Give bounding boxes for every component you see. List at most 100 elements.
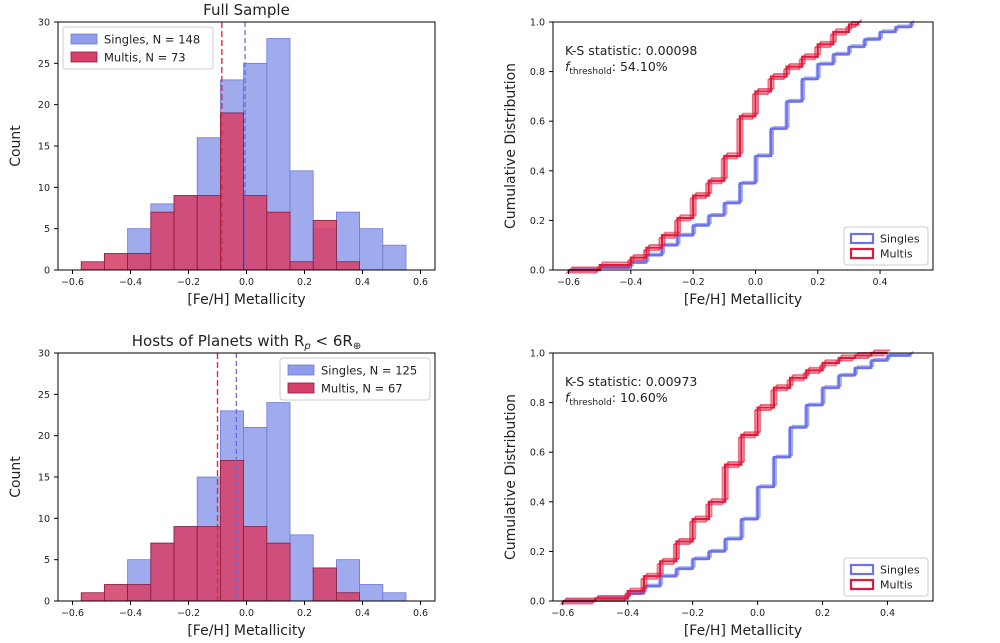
- x-tick-label: −0.2: [177, 277, 200, 288]
- y-tick-label: 15: [38, 142, 50, 153]
- ks-statistic-label: K-S statistic: 0.00098: [565, 43, 697, 58]
- x-axis-label: [Fe/H] Metallicity: [187, 292, 305, 308]
- multis-bar: [266, 211, 291, 271]
- y-tick-label: 0: [44, 266, 50, 277]
- x-tick-label: −0.4: [119, 608, 142, 619]
- x-tick-label: −0.4: [119, 277, 142, 288]
- multis-bar: [104, 253, 129, 271]
- y-tick-label: 30: [38, 349, 50, 360]
- y-tick-label: 0.6: [530, 448, 545, 459]
- multis-cdf-line: [565, 25, 856, 274]
- plot-frame-1: [552, 21, 934, 271]
- f-threshold-part: threshold: [569, 398, 611, 408]
- multis-bar: [104, 584, 129, 602]
- legend-box: [843, 226, 929, 266]
- multis-bar: [243, 195, 268, 271]
- multis-bar: [312, 567, 337, 602]
- multis-cdf-line: [559, 355, 885, 605]
- singles-bar: [289, 534, 314, 602]
- x-tick-label: 0.2: [810, 277, 825, 288]
- x-axis-label: [Fe/H] Metallicity: [684, 292, 802, 308]
- singles-legend-label: Singles, N = 148: [104, 33, 200, 47]
- multis-cdf-line: [566, 24, 857, 273]
- singles-cdf-line: [562, 353, 912, 603]
- multis-legend-swatch: [287, 382, 315, 394]
- f-threshold-part: : 10.60%: [612, 390, 668, 405]
- y-axis-label: Cumulative Distribution: [503, 63, 519, 229]
- singles-cdf-line: [567, 23, 911, 272]
- y-tick-label: 0: [44, 597, 50, 608]
- title-part: Hosts of Planets with R: [132, 332, 305, 350]
- f-threshold-part: : 54.10%: [612, 59, 668, 74]
- singles-cdf-line: [561, 354, 910, 603]
- y-axis-label: Cumulative Distribution: [503, 394, 519, 560]
- x-tick-label: −0.2: [177, 608, 200, 619]
- y-tick-label: 0.8: [530, 67, 545, 78]
- y-tick-label: 15: [38, 473, 50, 484]
- y-tick-label: 0.2: [530, 216, 545, 227]
- multis-bar: [196, 195, 221, 271]
- chart-title: Hosts of Planets with Rp < 6R⊕: [132, 332, 361, 352]
- multis-bar: [289, 261, 314, 271]
- f-threshold-label: fthreshold: 10.60%: [565, 390, 668, 408]
- singles-cdf-line: [571, 20, 915, 269]
- x-tick-label: 0.4: [355, 277, 370, 288]
- singles-bar: [359, 584, 384, 602]
- y-tick-label: 1.0: [530, 349, 545, 360]
- x-tick-label: −0.6: [61, 608, 84, 619]
- singles-legend-label: Singles, N = 125: [321, 364, 417, 378]
- singles-cdf-line: [570, 21, 914, 270]
- plot-frame-3: [552, 352, 934, 602]
- singles-cdf-line: [565, 351, 914, 600]
- y-axis-label: Count: [8, 456, 24, 498]
- multis-bar: [80, 592, 105, 602]
- y-tick-label: 0.2: [530, 547, 545, 558]
- f-threshold-part: threshold: [569, 67, 611, 77]
- multis-bar: [127, 584, 152, 602]
- x-tick-label: 0.6: [413, 277, 428, 288]
- multis-bar: [335, 592, 360, 602]
- f-threshold-part: f: [565, 390, 571, 405]
- multis-legend-label: Multis, N = 73: [104, 51, 186, 65]
- x-tick-label: 0.2: [815, 608, 830, 619]
- y-tick-label: 30: [38, 18, 50, 29]
- multis-legend-swatch: [849, 578, 875, 591]
- singles-bar: [359, 228, 384, 271]
- legend-box: [279, 357, 431, 401]
- legend-box: [62, 26, 214, 70]
- y-tick-label: 0.8: [530, 398, 545, 409]
- y-tick-label: 5: [44, 555, 50, 566]
- multis-bar: [173, 195, 198, 271]
- y-tick-label: 0.6: [530, 117, 545, 128]
- x-tick-label: 0.0: [748, 277, 763, 288]
- singles-legend-swatch: [849, 563, 875, 576]
- y-tick-label: 20: [38, 100, 50, 111]
- y-tick-label: 20: [38, 431, 50, 442]
- x-tick-label: −0.6: [61, 277, 84, 288]
- y-tick-label: 25: [38, 390, 50, 401]
- multis-legend-label: Multis, N = 67: [321, 382, 403, 396]
- x-tick-label: −0.4: [619, 277, 642, 288]
- x-tick-label: 0.0: [239, 608, 254, 619]
- multis-legend-swatch: [70, 51, 98, 63]
- y-axis-label: Count: [8, 125, 24, 167]
- x-tick-label: −0.6: [557, 277, 580, 288]
- singles-bar: [335, 211, 360, 271]
- x-tick-label: 0.6: [413, 608, 428, 619]
- y-tick-label: 5: [44, 224, 50, 235]
- multis-bar: [266, 542, 291, 602]
- singles-bar: [382, 244, 407, 271]
- singles-bar: [382, 592, 407, 602]
- x-tick-label: 0.4: [872, 277, 887, 288]
- x-tick-label: 0.4: [355, 608, 370, 619]
- multis-legend-label: Multis: [880, 248, 913, 261]
- x-tick-label: 0.0: [750, 608, 765, 619]
- multis-bar: [243, 526, 268, 602]
- x-tick-label: 0.2: [297, 608, 312, 619]
- singles-bar: [289, 170, 314, 271]
- title-part: < 6R: [311, 332, 353, 350]
- title-part: p: [303, 341, 310, 352]
- x-tick-label: 0.4: [880, 608, 895, 619]
- y-tick-label: 1.0: [530, 18, 545, 29]
